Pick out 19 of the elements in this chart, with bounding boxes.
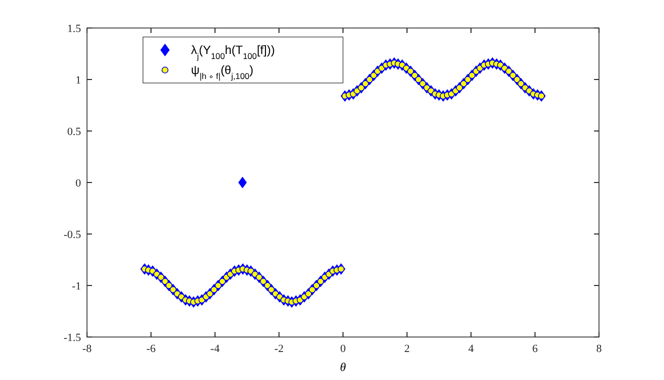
x-tick-label: -2 xyxy=(274,343,284,355)
x-tick-label: -4 xyxy=(210,343,220,355)
y-tick-label: -1.5 xyxy=(64,332,82,344)
legend-label: λ$_{j}$(Y$_{100}$h(T$_{100}$[f])) xyxy=(191,43,275,61)
y-tick-label: -1 xyxy=(72,280,81,292)
x-tick-label: 0 xyxy=(340,343,346,355)
x-tick-label: 8 xyxy=(596,343,602,355)
y-tick-label: 1.5 xyxy=(67,23,82,35)
y-tick-label: 1 xyxy=(76,74,81,86)
y-tick-label: -0.5 xyxy=(64,229,82,241)
x-axis-title: θ xyxy=(340,360,346,374)
legend-label: ψ$_{|h ∘ f|}$(θ$_{j,100}$) xyxy=(191,63,254,81)
x-tick-label: -6 xyxy=(146,343,156,355)
y-tick-label: 0 xyxy=(76,178,82,190)
x-tick-label: -8 xyxy=(82,343,92,355)
x-tick-label: 4 xyxy=(468,343,474,355)
y-tick-label: 0.5 xyxy=(67,126,82,138)
x-tick-label: 6 xyxy=(532,343,538,355)
x-tick-label: 2 xyxy=(404,343,410,355)
